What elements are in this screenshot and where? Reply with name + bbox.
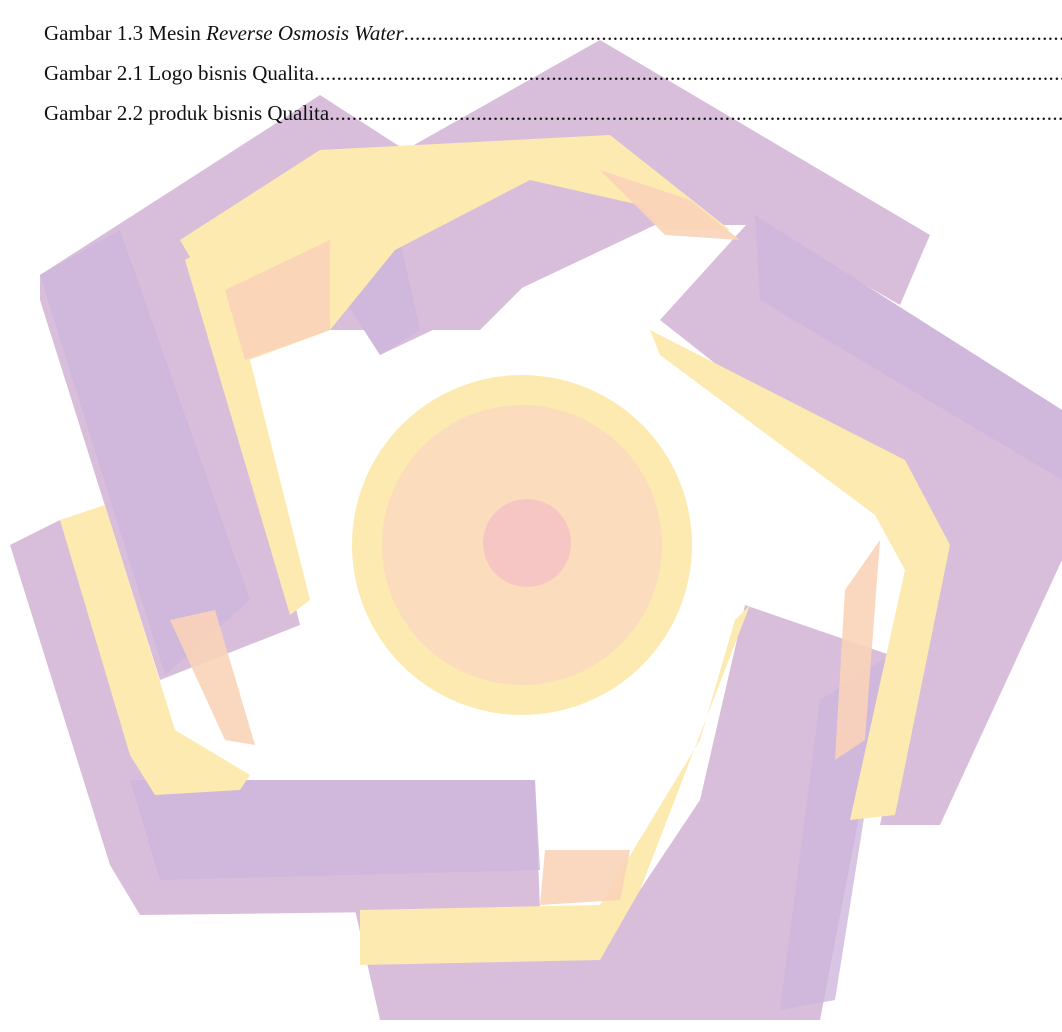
toc-entry-label: Gambar 2.1 Logo bisnis Qualita (44, 61, 315, 85)
toc-leader-dots: ........................................… (314, 61, 1062, 85)
toc-entry-label: Gambar 2.2 produk bisnis Qualita (44, 101, 330, 125)
toc-leader-dots: ........................................… (329, 101, 1062, 125)
list-of-figures: Gambar 1.3 Mesin Reverse Osmosis Water .… (44, 16, 1062, 130)
toc-entry[interactable]: Gambar 2.2 produk bisnis Qualita .......… (44, 96, 1062, 130)
toc-entry-label: Gambar 1.3 Mesin Reverse Osmosis Water (44, 21, 404, 45)
toc-leader-dots: ........................................… (403, 21, 1062, 45)
toc-entry[interactable]: Gambar 1.3 Mesin Reverse Osmosis Water .… (44, 16, 1062, 50)
toc-entry[interactable]: Gambar 2.1 Logo bisnis Qualita .........… (44, 56, 1062, 90)
